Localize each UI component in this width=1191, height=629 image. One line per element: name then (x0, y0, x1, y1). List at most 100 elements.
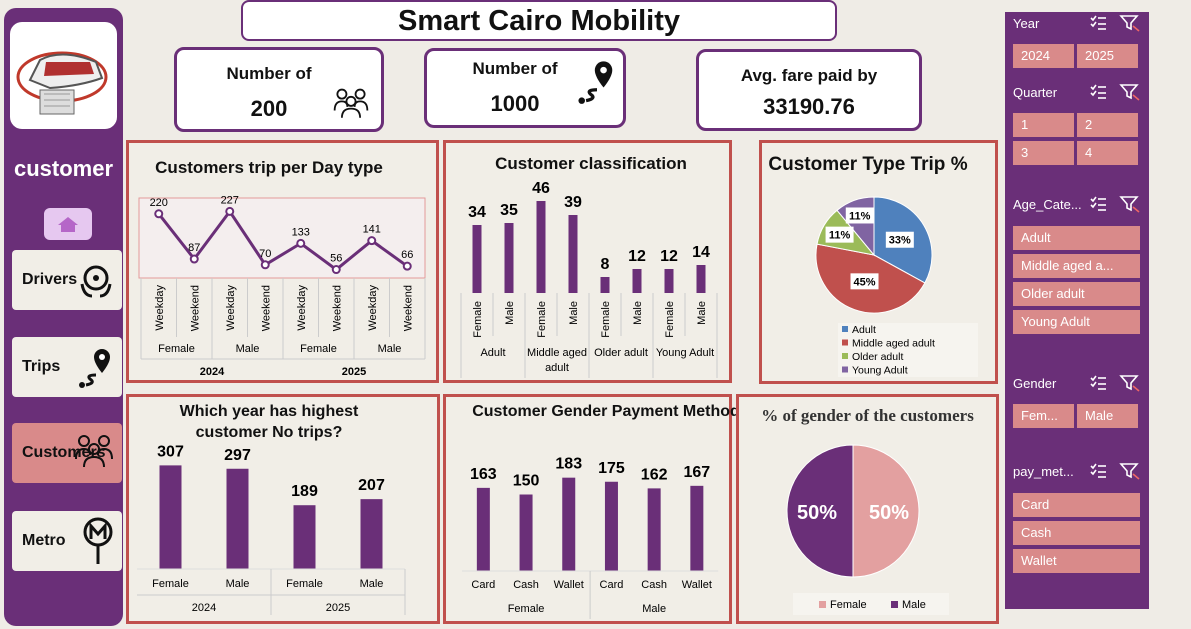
data-label-box (825, 226, 854, 243)
kpi-customers-card: Number of 200 (174, 47, 384, 132)
bar-value-label: 297 (224, 447, 251, 464)
slicer-item[interactable]: Card (1013, 493, 1140, 517)
x-group-label: Female (158, 343, 195, 355)
bar-value-label: 150 (513, 473, 540, 490)
kpi-fare-card: Avg. fare paid by 33190.76 (696, 49, 922, 131)
legend-label: Older adult (852, 351, 903, 363)
nav-customers-button[interactable]: Customers (12, 423, 122, 483)
x-tick-label: Female (536, 301, 548, 338)
classification-title: Customer classification (495, 154, 687, 173)
gender-pct-chart: 50% 50% Female Male (786, 444, 949, 615)
data-point (189, 254, 199, 264)
route-pin-icon (578, 61, 613, 104)
clear-filter-icon[interactable] (1119, 375, 1140, 392)
classification-chart: 34 Female 35 Male 46 Female 39 Male 8 Female 12 Mal… (460, 180, 718, 378)
kpi-fare-label: Avg. fare paid by (740, 66, 878, 85)
x-tick-label: Male (504, 301, 516, 325)
data-label: 50% (869, 502, 909, 524)
slicer-item[interactable]: Fem... (1013, 404, 1074, 428)
x-group-label: Young Adult (656, 347, 714, 359)
data-label-box (850, 273, 879, 290)
bar (504, 223, 514, 293)
slicer-item[interactable]: 1 (1013, 113, 1074, 137)
slicer-item[interactable]: 2025 (1077, 44, 1138, 68)
legend-swatch (891, 601, 898, 608)
data-label: 66 (401, 249, 413, 261)
gender-payment-chart: 163 Card 150 Cash 183 Wallet 175 Card 162 Cash 167… (462, 456, 719, 619)
legend-box (838, 323, 978, 377)
multi-select-icon[interactable] (1090, 196, 1106, 211)
bar-value-label: 14 (692, 244, 710, 261)
slicer-item[interactable]: Wallet (1013, 549, 1140, 573)
slicer-item[interactable]: Adult (1013, 226, 1140, 250)
slicer-controls (1089, 462, 1141, 483)
slicer-item[interactable]: Young Adult (1013, 310, 1140, 334)
slicer-item[interactable]: 3 (1013, 141, 1074, 165)
data-point (367, 236, 377, 246)
x-tick-label: Card (471, 579, 495, 591)
data-label: 11% (829, 230, 851, 242)
series-line (157, 208, 409, 272)
bar (600, 277, 610, 293)
gender-payment-title: Customer Gender Payment Method (472, 403, 740, 420)
home-button[interactable] (44, 208, 92, 240)
slicer-item[interactable]: Cash (1013, 521, 1140, 545)
x-tick-label: Weekend (260, 285, 272, 331)
x-group-label: Adult (480, 347, 505, 359)
slicer-item[interactable]: 2024 (1013, 44, 1074, 68)
slicer-item[interactable]: Male (1077, 404, 1138, 428)
kpi-trips-value: 1000 (490, 91, 540, 116)
slicer-title: Age_Cate... (1013, 197, 1082, 212)
legend-swatch (842, 353, 848, 359)
x-tick-label: Card (600, 579, 624, 591)
data-point (331, 265, 341, 275)
slicer-item[interactable]: 2 (1077, 113, 1138, 137)
legend-swatch (842, 366, 848, 373)
x-tick-label: Male (226, 578, 250, 590)
kpi-customers-value: 200 (250, 96, 288, 121)
nav-metro-label: Metro (22, 532, 66, 549)
clear-filter-icon[interactable] (1119, 84, 1140, 101)
x-tick-label: Cash (641, 579, 667, 591)
x-tick-label: Female (600, 301, 612, 338)
legend-swatch (842, 339, 848, 346)
slicer-title: Gender (1013, 376, 1057, 391)
x-tick-label: Female (286, 578, 323, 590)
data-point (154, 209, 164, 219)
trips-per-day-chart: 220 Weekday 87 Weekend 227 Weekday 70 Weekend 13… (138, 194, 426, 378)
nav-trips-button[interactable]: Trips (12, 337, 122, 397)
kpi-customers-label: Number of (226, 64, 312, 83)
multi-select-icon[interactable] (1090, 463, 1106, 478)
nav-metro-button[interactable]: Metro (12, 511, 122, 571)
clear-filter-icon[interactable] (1119, 463, 1140, 480)
kpi-fare-value: 33190.76 (763, 94, 855, 119)
bar (696, 265, 706, 293)
slicer-item[interactable]: Older adult (1013, 282, 1140, 306)
home-icon (58, 217, 78, 232)
x-tick-label: Weekend (189, 285, 201, 331)
gender-payment-panel: 163 Card 150 Cash 183 Wallet 175 Card 162 Cash 167… (443, 394, 740, 624)
x-tick-label: Male (632, 301, 644, 325)
bar-value-label: 12 (660, 248, 678, 265)
nav-drivers-label: Drivers (22, 271, 78, 288)
slicer-item[interactable]: 4 (1077, 141, 1138, 165)
nav-drivers-button[interactable]: Drivers (12, 250, 122, 310)
multi-select-icon[interactable] (1090, 84, 1106, 99)
clear-filter-icon[interactable] (1119, 15, 1140, 32)
year-trips-chart: 307 Female 297 Male 189 Female 207 Male 2024 2025 (137, 443, 406, 615)
bar (664, 269, 674, 293)
data-label: 133 (292, 226, 310, 238)
slicer-item[interactable]: Middle aged a... (1013, 254, 1140, 278)
x-tick-label: Weekday (367, 285, 379, 331)
bar-value-label: 163 (470, 466, 497, 483)
multi-select-icon[interactable] (1090, 375, 1106, 390)
x-tick-label: Female (664, 301, 676, 338)
multi-select-icon[interactable] (1090, 15, 1106, 30)
clear-filter-icon[interactable] (1119, 196, 1140, 213)
slicer-title: Year (1013, 16, 1040, 31)
legend-label: Adult (852, 324, 876, 336)
bar-value-label: 8 (601, 256, 610, 273)
x-year-label: 2024 (200, 366, 225, 378)
gender-slice (852, 444, 920, 578)
nav-section-title: customer (13, 156, 114, 181)
